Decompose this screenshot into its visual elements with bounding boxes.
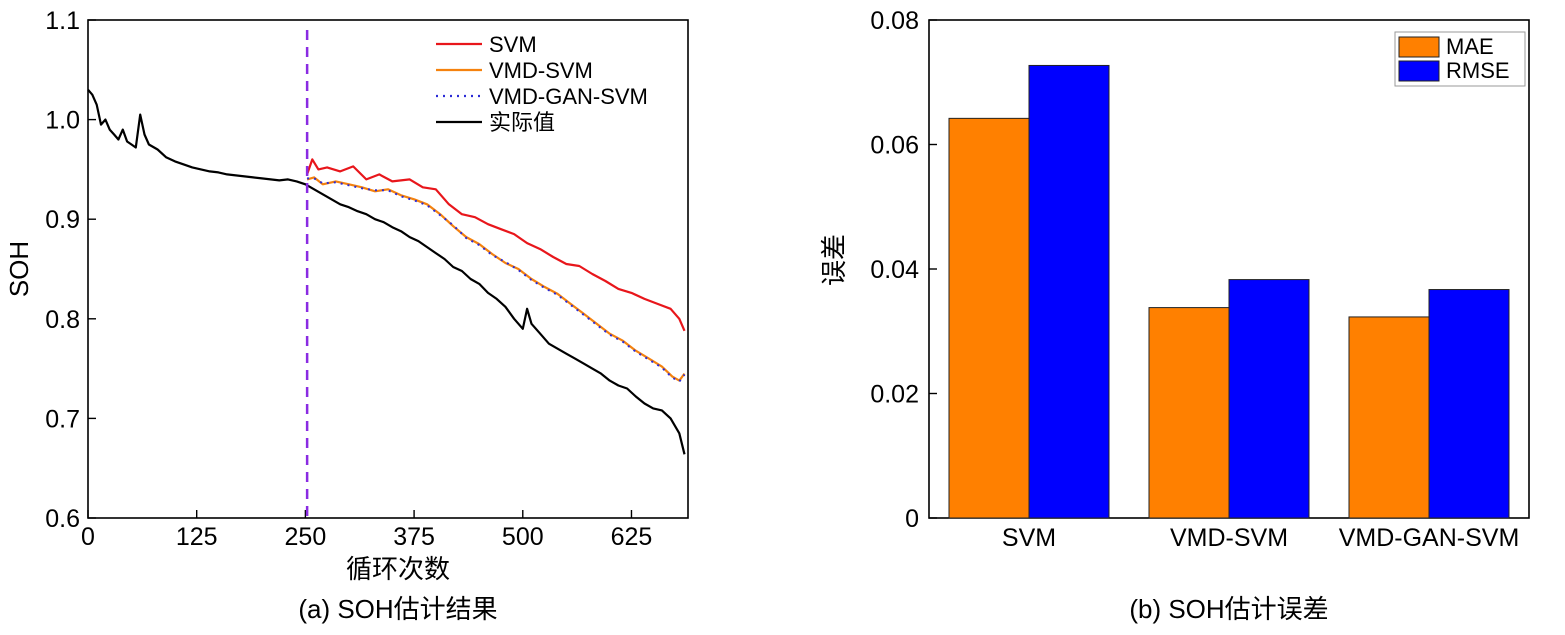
legend-label-a: SVM	[489, 32, 537, 57]
y-tick-label-a: 0.8	[45, 306, 80, 334]
bar-mae	[948, 117, 1030, 519]
legend-swatch-b	[1398, 60, 1440, 82]
y-tick-label-b: 0.08	[870, 7, 919, 35]
x-tick-label-a: 625	[611, 523, 653, 551]
x-tick-label-a: 375	[393, 523, 435, 551]
y-tick-label-a: 0.9	[45, 206, 80, 234]
legend-swatch-b	[1398, 36, 1440, 58]
bar-mae	[1148, 307, 1230, 519]
legend-label-a: VMD-GAN-SVM	[489, 84, 648, 109]
bars-b	[948, 64, 1510, 519]
x-tick-label-b: SVM	[1002, 524, 1056, 552]
x-tick-label-a: 250	[285, 523, 327, 551]
x-tick-label-a: 0	[81, 523, 95, 551]
y-axis-title-a: SOH	[4, 241, 34, 297]
y-tick-label-a: 1.0	[45, 107, 80, 135]
legend-label-a: VMD-SVM	[489, 58, 593, 83]
series-lines-a	[87, 88, 686, 455]
x-axis-title-a: 循环次数	[346, 554, 450, 584]
y-tick-label-b: 0.02	[870, 381, 919, 409]
y-tick-label-a: 1.1	[45, 7, 80, 35]
x-tick-label-b: VMD-SVM	[1170, 524, 1288, 552]
x-tick-label-a: 125	[176, 523, 218, 551]
bar-mae	[1348, 316, 1430, 519]
series-line-svm	[306, 158, 686, 332]
x-tick-label-b: VMD-GAN-SVM	[1339, 524, 1520, 552]
soh-error-chart: SVM VMD-SVM VMD-GAN-SVM 0 0.02 0.04 0.06 0.08 M…	[819, 7, 1530, 624]
legend-label-b: RMSE	[1446, 58, 1510, 83]
y-tick-label-b: 0.04	[870, 256, 919, 284]
bar-rmse	[1228, 279, 1310, 519]
series-line--	[87, 88, 686, 455]
series-line-vmd-gan-svm	[307, 177, 686, 383]
y-tick-label-b: 0.06	[870, 132, 919, 160]
y-axis-title-b: 误差	[819, 234, 849, 286]
tick-marks-b: SVM VMD-SVM VMD-GAN-SVM 0 0.02 0.04 0.06 0.08	[870, 7, 1519, 552]
y-tick-label-a: 0.7	[45, 405, 80, 433]
legend-label-b: MAE	[1446, 34, 1494, 59]
plot-frame-a	[87, 19, 689, 519]
legend-label-a: 实际值	[489, 110, 555, 135]
caption-b: (b) SOH估计误差	[1129, 594, 1328, 624]
tick-marks-a: 0 125 250 375 500 625 0.6 0.7 0.8 0.9 1.0 1.1	[45, 7, 652, 551]
y-tick-label-a: 0.6	[45, 505, 80, 533]
bar-rmse	[1028, 64, 1110, 519]
caption-a: (a) SOH估计结果	[298, 594, 497, 624]
bar-rmse	[1428, 289, 1510, 519]
x-tick-label-a: 500	[502, 523, 544, 551]
series-line-vmd-svm	[306, 176, 686, 382]
y-tick-label-b: 0	[905, 505, 919, 533]
